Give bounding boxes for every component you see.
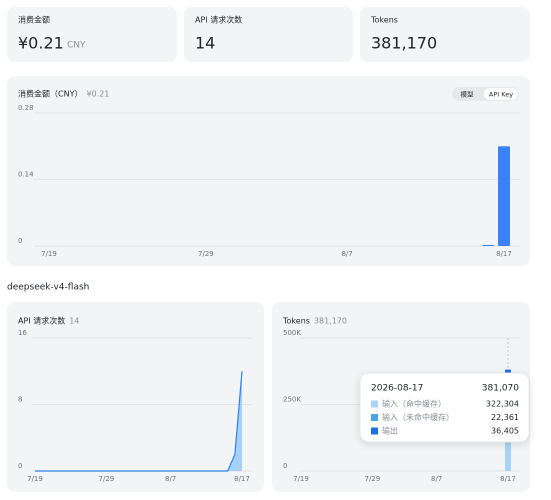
tooltip-date: 2026-08-17 <box>371 384 423 394</box>
stat-value: ¥0.21 <box>18 34 64 53</box>
tooltip-total: 381,070 <box>482 384 519 394</box>
x-tick-label: 8/7 <box>165 475 176 483</box>
stat-card <box>184 7 353 62</box>
legend-label: 输出 <box>382 426 398 436</box>
chart-title: API 请求次数 <box>18 316 65 326</box>
y-tick-label: 0 <box>283 462 287 470</box>
x-tick-label: 7/19 <box>293 475 309 483</box>
stat-label: 消费金额 <box>18 15 50 25</box>
stat-card <box>360 7 530 62</box>
chart-subtitle: 14 <box>69 317 79 326</box>
y-tick-label: 16 <box>18 329 27 337</box>
x-tick-label: 7/19 <box>41 250 57 258</box>
legend-swatch <box>371 414 378 421</box>
chart-card <box>7 76 530 266</box>
chart-title: 消费金额（CNY） <box>18 89 82 99</box>
tooltip <box>359 372 530 443</box>
chart-card <box>7 302 264 492</box>
toggle-option[interactable]: 模型 <box>461 90 475 99</box>
tooltip-value: 322,304 <box>486 400 519 409</box>
bar <box>482 245 495 246</box>
stat-label: Tokens <box>370 16 398 25</box>
x-tick-label: 8/7 <box>341 250 352 258</box>
y-tick-label: 500K <box>283 329 301 337</box>
x-tick-label: 8/17 <box>234 475 250 483</box>
x-tick-label: 8/17 <box>500 475 516 483</box>
legend-swatch <box>371 427 378 435</box>
x-tick-label: 7/29 <box>99 475 115 483</box>
legend-swatch <box>371 400 378 408</box>
line <box>35 371 243 472</box>
chart-title: Tokens <box>282 317 310 326</box>
x-tick-label: 7/19 <box>27 475 43 483</box>
y-tick-label: 250K <box>283 396 301 404</box>
x-tick-label: 8/17 <box>496 250 512 258</box>
x-tick-label: 7/29 <box>198 250 214 258</box>
bar <box>498 146 510 246</box>
stat-value: 381,170 <box>371 34 437 53</box>
chart-subtitle: ¥0.21 <box>86 90 109 99</box>
x-tick-label: 7/29 <box>365 475 381 483</box>
tooltip-value: 22,361 <box>491 413 519 422</box>
y-tick-label: 0.14 <box>18 171 34 179</box>
stat-card <box>7 7 177 62</box>
legend-label: 输入（未命中缓存） <box>382 412 454 422</box>
y-tick-label: 0.28 <box>18 104 34 112</box>
legend-label: 输入（命中缓存） <box>382 399 446 409</box>
y-tick-label: 8 <box>18 396 22 404</box>
x-tick-label: 8/7 <box>431 475 442 483</box>
y-tick-label: 0 <box>18 462 22 470</box>
stat-unit: CNY <box>67 41 86 51</box>
chart-subtitle: 381,170 <box>314 317 347 326</box>
section-title: deepseek-v4-flash <box>7 283 89 293</box>
y-tick-label: 0 <box>18 237 22 245</box>
tooltip-value: 36,405 <box>491 427 519 436</box>
toggle-active[interactable] <box>484 88 518 100</box>
stat-value: 14 <box>195 34 215 53</box>
stat-label: API 请求次数 <box>195 15 242 25</box>
toggle-option[interactable]: API Key <box>489 91 513 99</box>
